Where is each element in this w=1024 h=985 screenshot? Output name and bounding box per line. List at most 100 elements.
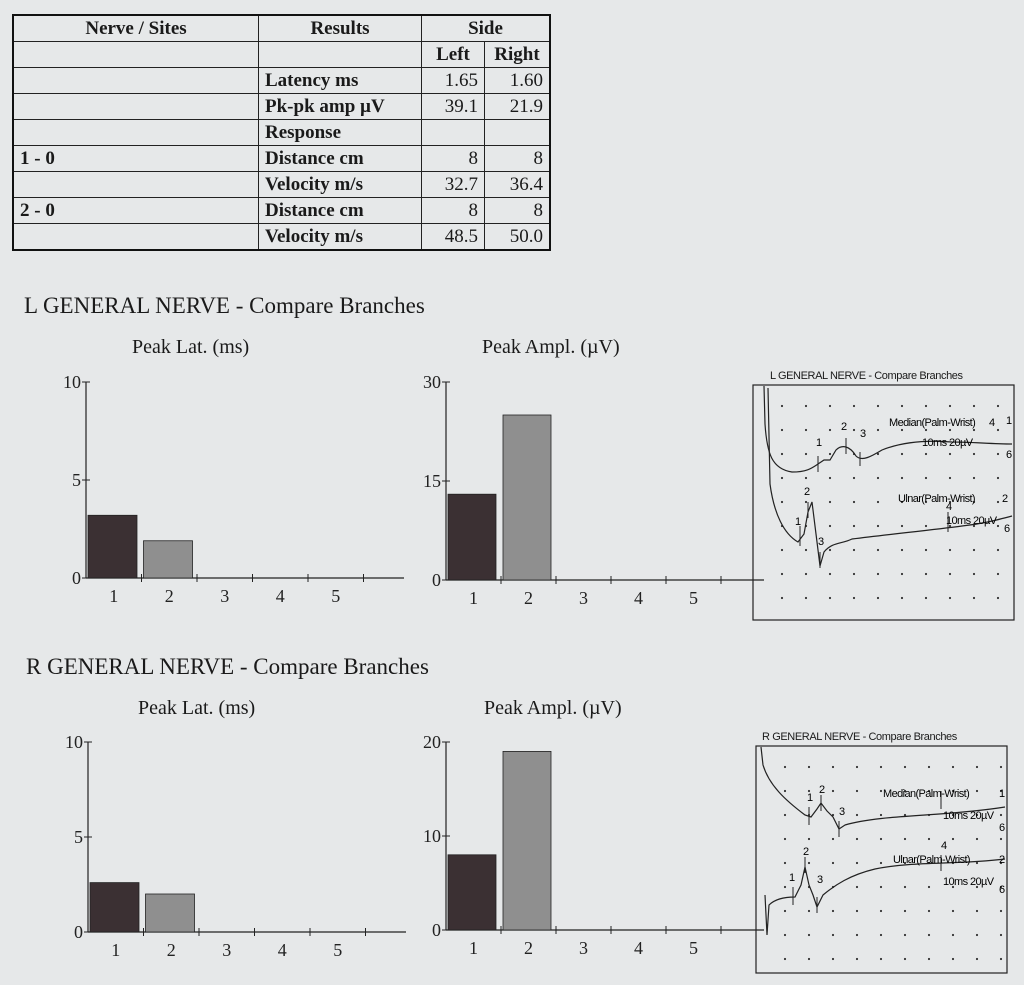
trace-scale-ulnar: 10ms 20µV [943, 876, 995, 888]
grid-dot [780, 476, 784, 480]
row-left-value [421, 119, 485, 146]
grid-dot [855, 789, 859, 793]
grid-dot [879, 909, 883, 913]
grid-dot [924, 548, 928, 552]
table-row: Pk-pk amp µV 39.1 21.9 [12, 93, 551, 120]
row-left-value: 8 [421, 145, 485, 172]
grid-dot [903, 765, 907, 769]
grid-dot [924, 404, 928, 408]
grid-dot [804, 596, 808, 600]
grid-dot [831, 813, 835, 817]
grid-dot [924, 476, 928, 480]
grid-dot [876, 524, 880, 528]
table-row: Latency ms 1.65 1.60 [12, 67, 551, 94]
row-left-value: 8 [421, 197, 485, 224]
waveform-frame [752, 384, 1015, 621]
marker-label-1: 1 [807, 792, 813, 804]
marker-label-ulnar-1: 1 [789, 872, 795, 884]
grid-dot [972, 524, 976, 528]
marker-label-ulnar-3: 3 [817, 874, 823, 886]
grid-dot [975, 933, 979, 937]
waveform-title-left: L GENERAL NERVE - Compare Branches [770, 370, 963, 382]
y-tick-label: 0 [432, 570, 441, 590]
grid-dot [927, 837, 931, 841]
grid-dot [972, 452, 976, 456]
waveform-trace-median [763, 385, 1013, 473]
grid-dot [807, 861, 811, 865]
row-site: 2 - 0 [12, 197, 259, 224]
grid-dot [948, 548, 952, 552]
waveform-trace-median [760, 746, 1006, 830]
grid-dot [855, 957, 859, 961]
bar [502, 750, 552, 931]
table-row: Response [12, 119, 551, 146]
header-left: Left [421, 41, 485, 68]
y-tick-label: 0 [74, 922, 83, 942]
y-tick-label: 10 [63, 372, 81, 392]
grid-dot [924, 524, 928, 528]
row-site [12, 223, 259, 251]
marker-label-3: 3 [860, 428, 866, 440]
grid-dot [780, 452, 784, 456]
bar [447, 493, 497, 581]
grid-dot [996, 596, 1000, 600]
grid-dot [948, 524, 952, 528]
grid-dot [903, 837, 907, 841]
grid-dot [828, 524, 832, 528]
grid-dot [900, 572, 904, 576]
x-tick-label: 5 [689, 938, 698, 958]
waveform-dot-grid [780, 404, 1000, 600]
y-tick-label: 0 [432, 920, 441, 940]
grid-dot [996, 452, 1000, 456]
grid-dot [828, 404, 832, 408]
grid-dot [972, 572, 976, 576]
grid-dot [900, 596, 904, 600]
y-tick-label: 30 [423, 372, 441, 392]
trace-label-ulnar: Ulnar(Palm-Wrist) [893, 854, 970, 866]
trace-scale-median: 10ms 20µV [943, 810, 995, 822]
table-row: 1 - 0 Distance cm 8 8 [12, 145, 551, 172]
x-tick-label: 4 [634, 938, 643, 958]
grid-dot [876, 428, 880, 432]
grid-dot [999, 909, 1003, 913]
x-tick-label: 2 [165, 586, 174, 606]
row-site [12, 93, 259, 120]
grid-dot [927, 789, 931, 793]
grid-dot [903, 957, 907, 961]
table-row: Velocity m/s 32.7 36.4 [12, 171, 551, 198]
grid-dot [876, 500, 880, 504]
left-section-title: L GENERAL NERVE - Compare Branches [24, 293, 425, 318]
grid-dot [951, 909, 955, 913]
row-left-value: 1.65 [421, 67, 485, 94]
marker-label-6: 6 [999, 822, 1005, 834]
row-right-value [484, 119, 551, 146]
table-cell [258, 41, 422, 68]
grid-dot [831, 789, 835, 793]
grid-dot [879, 765, 883, 769]
grid-dot [975, 789, 979, 793]
row-result: Distance cm [258, 197, 422, 224]
grid-dot [855, 909, 859, 913]
waveform-panel-right: 1 2 3 Median(Palm-Wrist) 1 10ms 20µV 6 4… [755, 745, 1008, 974]
trace-scale-ulnar: 10ms 20µV [946, 515, 998, 527]
grid-dot [996, 524, 1000, 528]
grid-dot [924, 572, 928, 576]
grid-dot [903, 933, 907, 937]
grid-dot [996, 476, 1000, 480]
grid-dot [975, 885, 979, 889]
grid-dot [999, 861, 1003, 865]
x-tick-label: 1 [469, 588, 478, 608]
grid-dot [975, 765, 979, 769]
x-tick-label: 3 [579, 938, 588, 958]
grid-dot [927, 909, 931, 913]
grid-dot [951, 789, 955, 793]
grid-dot [951, 957, 955, 961]
grid-dot [852, 404, 856, 408]
row-right-value: 36.4 [484, 171, 551, 198]
grid-dot [783, 909, 787, 913]
bar [447, 854, 497, 931]
grid-dot [948, 500, 952, 504]
row-right-value: 8 [484, 145, 551, 172]
grid-dot [996, 548, 1000, 552]
x-tick-label: 3 [579, 588, 588, 608]
